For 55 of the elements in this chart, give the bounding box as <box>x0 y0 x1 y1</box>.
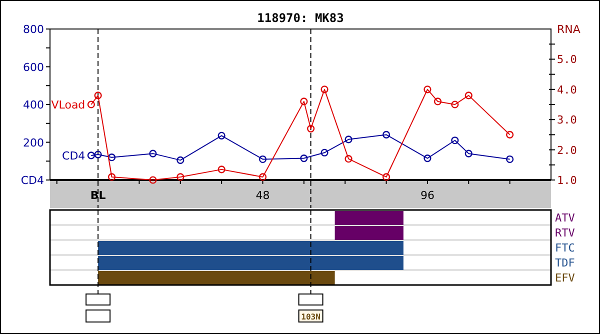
point <box>149 176 157 184</box>
point <box>344 136 352 144</box>
point <box>300 98 308 106</box>
point <box>464 92 472 100</box>
point <box>108 154 116 162</box>
point <box>320 148 328 156</box>
point <box>258 173 267 181</box>
point <box>176 173 184 181</box>
point <box>87 152 95 160</box>
point <box>94 150 102 158</box>
point <box>176 156 184 164</box>
y-tick-label: EFV <box>555 272 576 284</box>
y2-tick-label: 1.0 <box>557 174 577 187</box>
point <box>258 155 267 164</box>
point <box>87 100 95 108</box>
point <box>506 130 514 138</box>
x-tick-label: 96 <box>420 189 434 202</box>
point <box>306 124 315 132</box>
y-tick-label: 200 <box>23 136 44 150</box>
point <box>108 173 116 181</box>
y-tick-label: FTC <box>555 242 575 254</box>
point <box>424 154 432 162</box>
point <box>506 155 514 164</box>
point <box>382 173 390 181</box>
series-label: VLoad <box>51 98 86 112</box>
y-tick-label: ATV <box>555 212 576 224</box>
point <box>451 100 459 108</box>
series-label: CD4 <box>62 149 86 162</box>
point <box>149 150 157 158</box>
y-tick-label: 800 <box>23 23 44 36</box>
y2-tick-label: 4.0 <box>557 83 577 96</box>
y-tick-label: TDF <box>555 256 575 270</box>
point <box>218 166 226 174</box>
point <box>424 86 432 94</box>
x-tick-label: 48 <box>256 189 270 202</box>
y2-axis-title: RNA <box>557 23 581 36</box>
point <box>94 92 102 100</box>
y2-tick-label: 2.0 <box>557 144 577 157</box>
y-tick-label: CD4 <box>20 174 44 187</box>
x-tick-label: BL <box>90 189 106 202</box>
point <box>344 155 352 163</box>
y-tick-label: 600 <box>23 60 44 74</box>
chart-title: 118970: MK83 <box>257 11 344 25</box>
text: 103N <box>301 312 321 322</box>
point <box>300 154 308 162</box>
point <box>464 150 472 158</box>
point <box>451 136 459 144</box>
y-tick-label: RTV <box>555 226 576 240</box>
y2-tick-label: 5.0 <box>557 53 577 66</box>
y-tick-label: 400 <box>23 98 44 112</box>
point <box>382 130 390 138</box>
y2-tick-label: 3.0 <box>557 114 577 127</box>
point <box>320 86 328 94</box>
point <box>434 98 442 106</box>
point <box>218 132 226 140</box>
